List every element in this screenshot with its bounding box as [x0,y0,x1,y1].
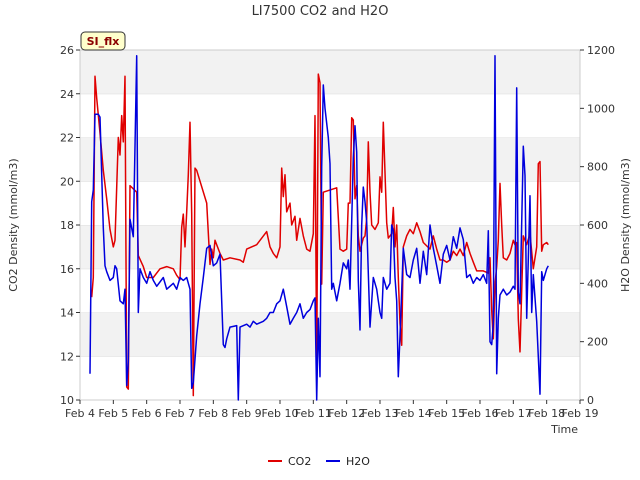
x-tick-label: Feb 11 [295,407,332,420]
y-right-tick-label: 0 [587,394,594,407]
x-tick-label: Feb 19 [562,407,599,420]
y-axis-left: 10 12 14 16 18 20 22 24 26 [60,44,80,407]
site-badge: SI_flx [80,31,126,51]
y-right-tick-label: 800 [587,161,608,174]
x-tick-label: Feb 5 [98,407,128,420]
x-axis: Feb 4 Feb 5 Feb 6 Feb 7 Feb 8 Feb 9 Feb 10Feb … [65,400,598,420]
grid-band [80,50,580,94]
x-tick-label: Feb 4 [65,407,95,420]
chart-title: LI7500 CO2 and H2O [252,4,389,19]
x-tick-label: Feb 13 [362,407,399,420]
x-tick-label: Feb 10 [262,407,299,420]
y-left-tick-label: 14 [60,307,74,320]
y-axis-left-label: CO2 Density (mmol/m3) [7,158,20,291]
badge-box [80,31,126,51]
grid-band [80,225,580,269]
grid-band [80,356,580,400]
y-right-tick-label: 1000 [587,102,615,115]
y-left-tick-label: 18 [60,219,74,232]
y-right-tick-label: 600 [587,219,608,232]
legend: CO2 H2O [268,455,370,468]
y-left-tick-label: 20 [60,175,74,188]
x-tick-label: Feb 15 [428,407,465,420]
x-tick-label: Feb 7 [165,407,195,420]
series-line-co2 [90,73,549,397]
y-right-tick-label: 400 [587,277,608,290]
y-right-tick-label: 1200 [587,44,615,57]
y-axis-right-label: H2O Density (mmol/m3) [619,158,632,292]
y-left-tick-label: 12 [60,350,74,363]
series-line-h2o [89,55,549,401]
y-left-tick-label: 10 [60,394,74,407]
y-left-tick-label: 16 [60,263,74,276]
x-axis-label: Time [550,423,578,436]
x-tick-label: Feb 16 [462,407,499,420]
y-left-tick-label: 24 [60,88,74,101]
x-tick-label: Feb 17 [495,407,532,420]
x-tick-label: Feb 18 [528,407,565,420]
y-right-tick-label: 200 [587,336,608,349]
x-tick-label: Feb 14 [395,407,432,420]
x-tick-label: Feb 9 [232,407,262,420]
y-left-tick-label: 22 [60,132,74,145]
x-tick-label: Feb 12 [328,407,365,420]
badge-label: SI_flx [87,35,120,48]
y-axis-right: 0 200 400 600 800 1000 1200 [580,44,615,407]
grid-bands [80,49,580,400]
series-layer [89,55,549,401]
grid-band [80,312,580,357]
y-left-tick-label: 26 [60,44,74,57]
x-tick-label: Feb 8 [198,407,228,420]
legend-label-co2: CO2 [288,455,311,468]
x-tick-label: Feb 6 [132,407,162,420]
grid-band [80,93,580,138]
legend-label-h2o: H2O [346,455,370,468]
